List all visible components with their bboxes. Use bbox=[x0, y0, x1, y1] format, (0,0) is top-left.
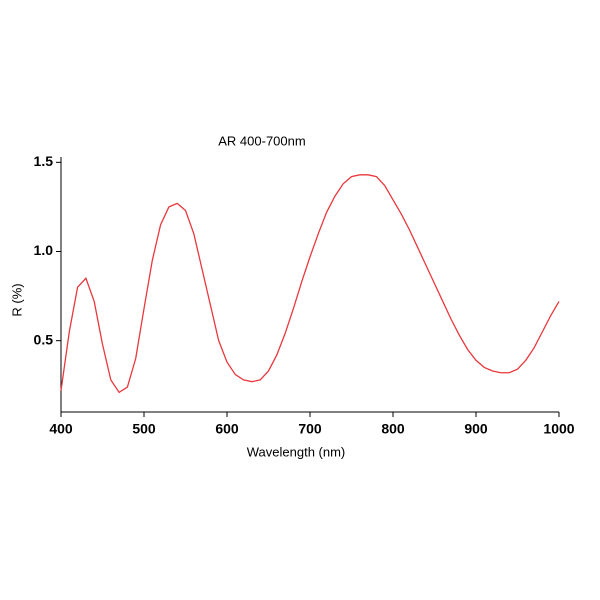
x-tick-label: 600 bbox=[215, 421, 239, 437]
data-line bbox=[60, 174, 560, 394]
x-tick-label: 500 bbox=[132, 421, 156, 437]
y-tick-label: 0.5 bbox=[34, 331, 54, 347]
y-axis-label: R (%) bbox=[9, 283, 24, 316]
y-tick-label: 1.5 bbox=[34, 153, 54, 169]
x-tick-label: 800 bbox=[381, 421, 405, 437]
chart-title: AR 400-700nm bbox=[218, 133, 305, 148]
x-tick-label: 1000 bbox=[543, 421, 574, 437]
y-tick-label: 1.0 bbox=[34, 242, 54, 258]
x-tick-label: 900 bbox=[464, 421, 488, 437]
x-tick-label: 700 bbox=[298, 421, 322, 437]
x-axis-label: Wavelength (nm) bbox=[247, 444, 346, 459]
x-tick-label: 400 bbox=[49, 421, 73, 437]
